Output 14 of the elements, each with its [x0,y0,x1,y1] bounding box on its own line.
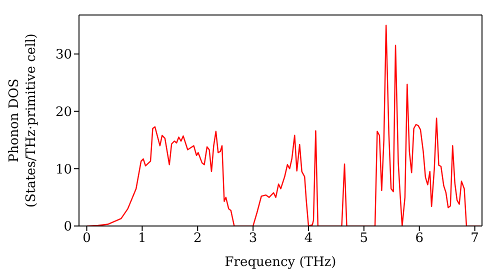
x-tick-label: 1 [138,231,146,246]
y-tick-label: 20 [55,104,72,120]
y-axis-title: Phonon DOS (States/THz·primitive cell) [7,33,39,208]
x-tick-label: 4 [304,231,313,246]
y-tick-label: 10 [55,162,72,178]
y-tick-label: 0 [64,220,72,235]
x-tick-label: 7 [470,231,479,246]
x-tick-label: 3 [248,231,258,246]
x-tick-label: 5 [360,231,368,246]
x-tick-label: 2 [193,231,202,246]
x-axis-title: Frequency (THz) [224,255,336,270]
y-tick-label: 30 [55,48,72,63]
x-tick-label: 6 [415,231,424,246]
x-tick-label: 0 [82,231,91,246]
